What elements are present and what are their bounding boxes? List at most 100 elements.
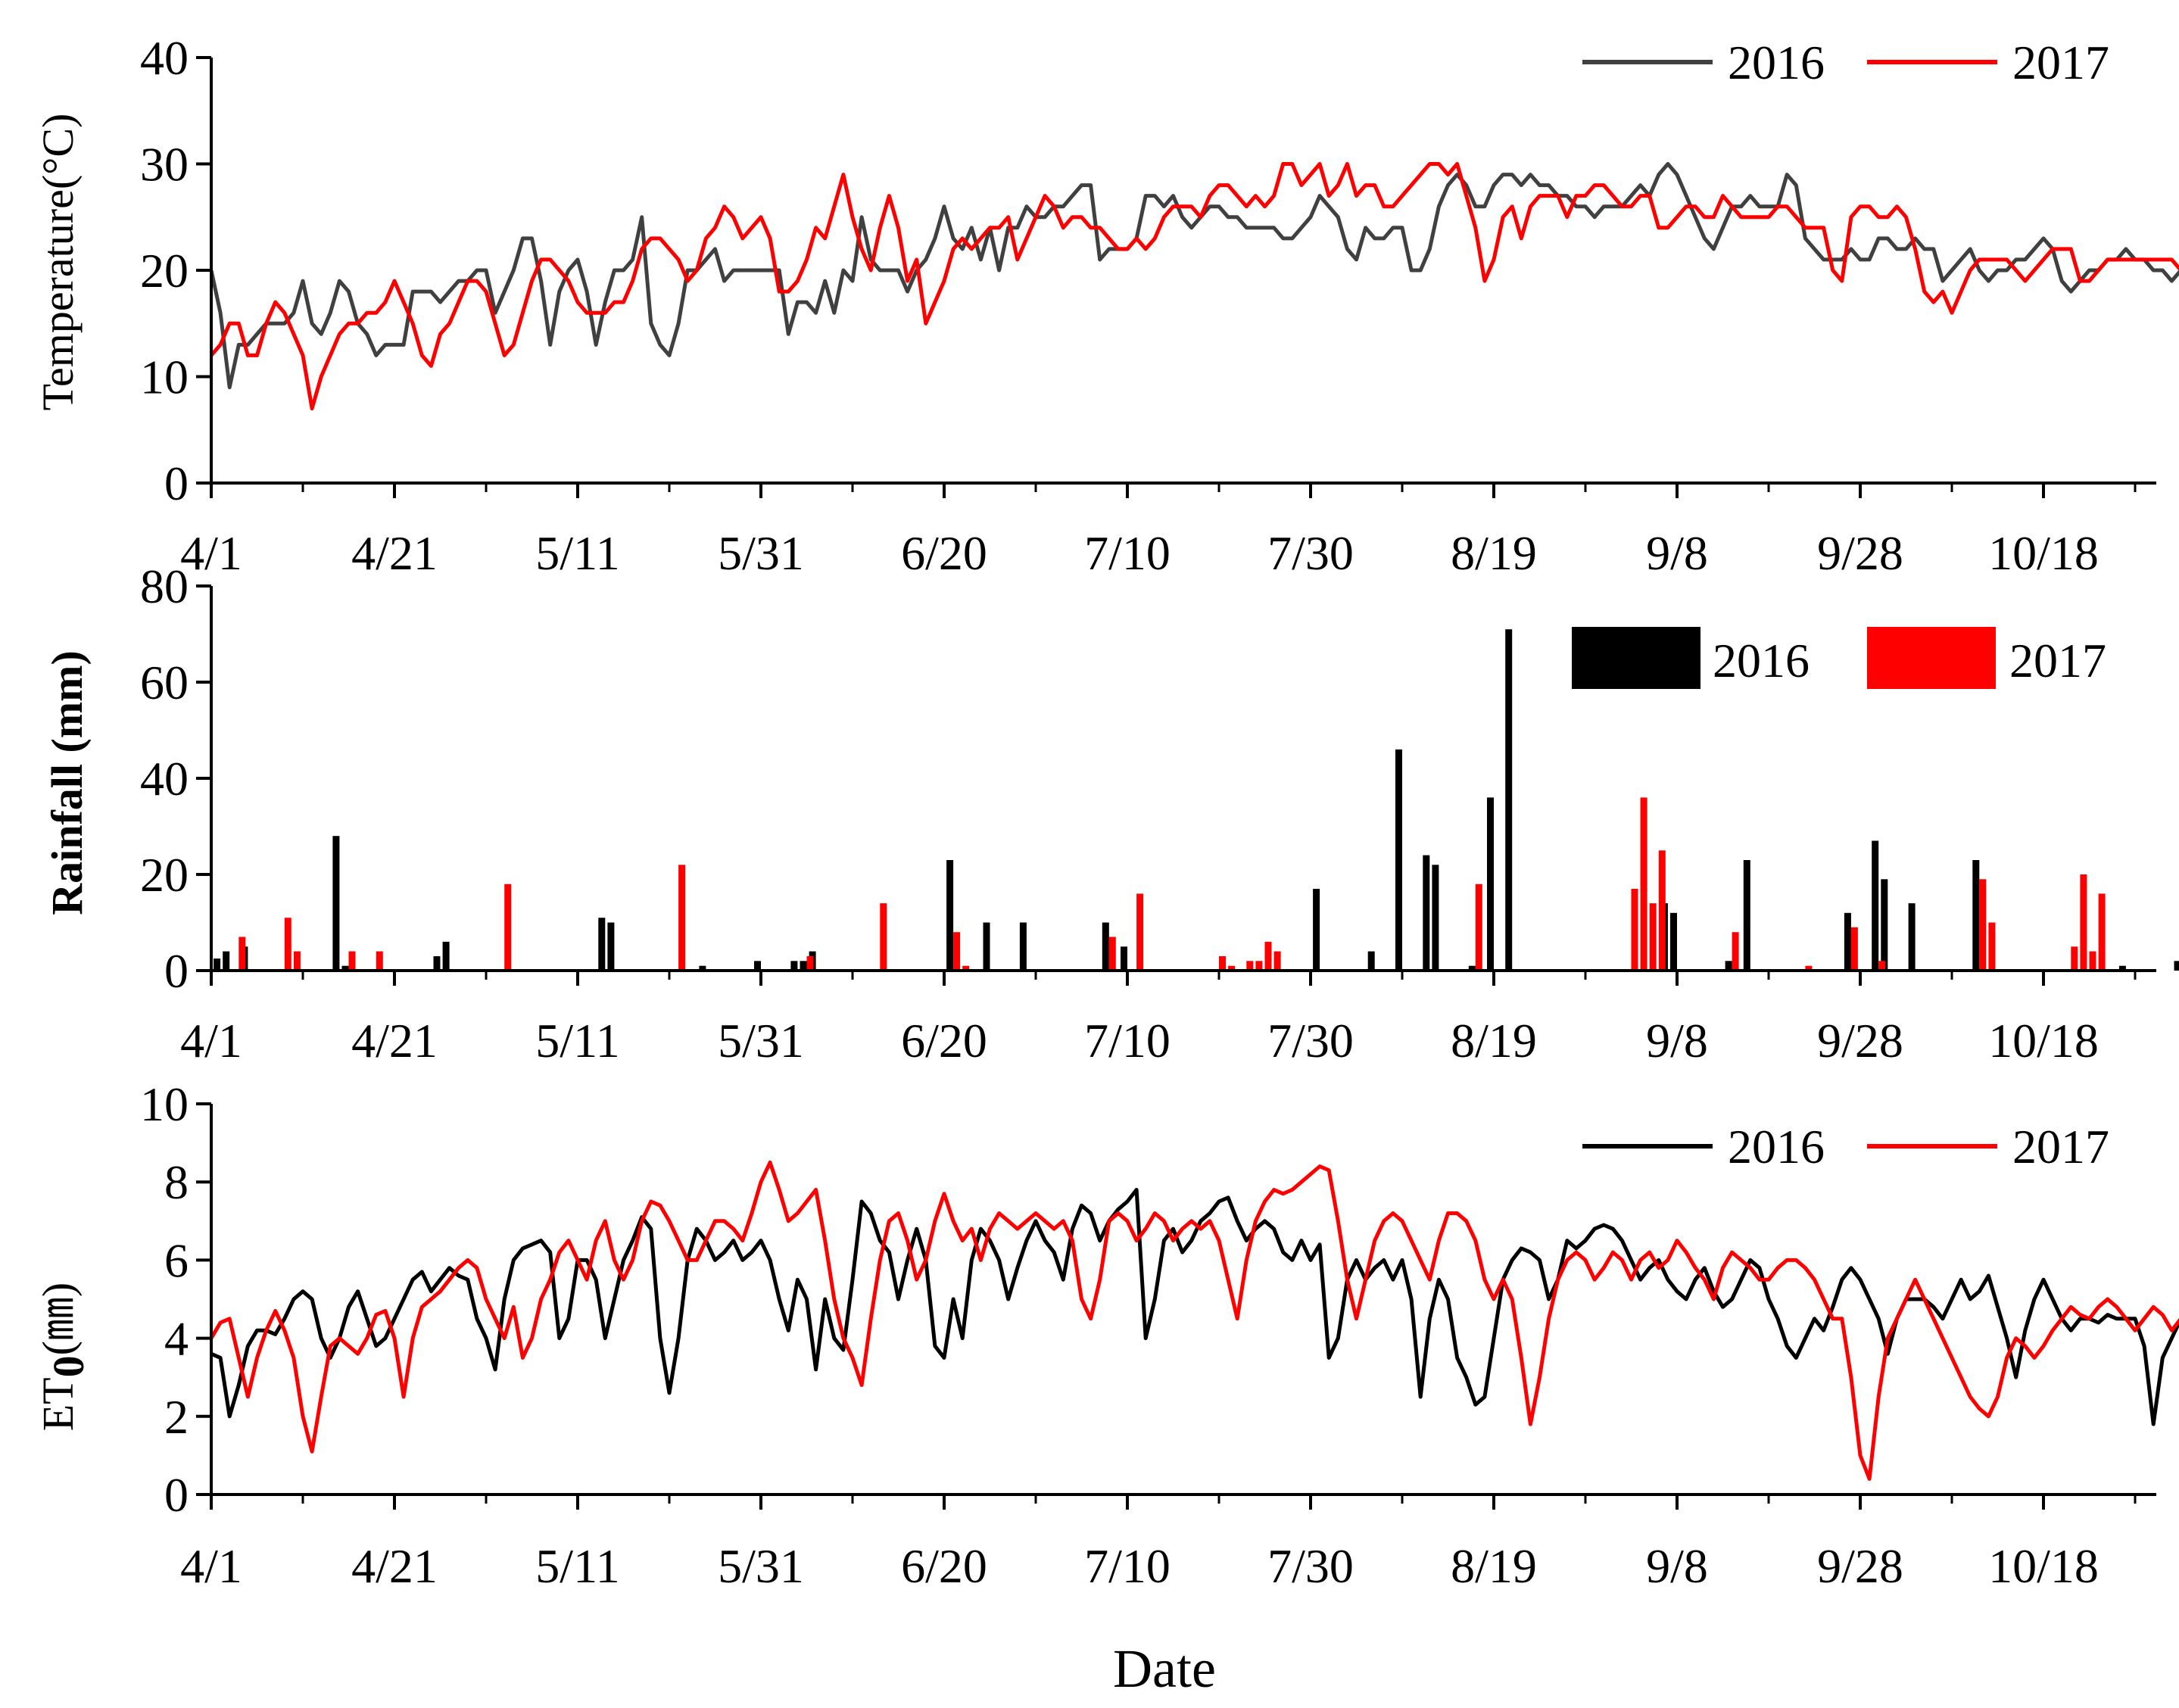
- et0-x-tick-label: 8/19: [1451, 1539, 1537, 1593]
- rainfall-bar-2017: [1878, 961, 1886, 971]
- rainfall-bar-2016: [341, 965, 349, 971]
- legend-2017-et-label: 2017: [2012, 1120, 2109, 1173]
- rainfall-bar-2017: [2098, 893, 2106, 971]
- rainfall-bar-2017: [1658, 850, 1666, 971]
- rainfall-panel: 0 20 40 60 80 4/1 4/21 5/11 5/31 6/20 7/10 7/30 8/19…: [42, 559, 2179, 1068]
- rainfall-bar-2017: [1850, 927, 1858, 971]
- et0-x-tick-label: 9/28: [1817, 1539, 1903, 1593]
- temperature-x-tick-label: 8/19: [1451, 526, 1537, 580]
- rainfall-bar-2016: [214, 958, 221, 971]
- rainfall-bar-2016: [800, 961, 807, 971]
- rainfall-x-tick-label: 10/18: [1988, 1014, 2099, 1068]
- et0-series: [209, 1160, 2179, 1481]
- rainfall-x-tick-label: 7/30: [1267, 1014, 1354, 1068]
- et0-x-tick-label: 5/31: [718, 1539, 804, 1593]
- temperature-x-tick-label: 6/20: [901, 526, 987, 580]
- rainfall-bar-2016: [442, 941, 450, 971]
- rainfall-bar-2016: [1019, 922, 1027, 971]
- rainfall-bar-2016: [1121, 946, 1127, 971]
- rainfall-bar-2017: [1219, 956, 1226, 971]
- rainfall-bar-2017: [1475, 884, 1482, 971]
- rainfall-x-tick-label: 9/28: [1817, 1014, 1903, 1068]
- rainfall-bar-2017: [238, 937, 246, 971]
- legend-2016-et-label: 2016: [1728, 1120, 1825, 1173]
- rainfall-bar-2017: [1136, 893, 1144, 971]
- et0-x-tick-label: 7/30: [1267, 1539, 1354, 1593]
- rainfall-bar-2017: [293, 951, 301, 971]
- rainfall-x-tick-label: 6/20: [901, 1014, 987, 1068]
- et0-line-2017: [209, 1160, 2179, 1481]
- rainfall-series: [214, 629, 2179, 971]
- temperature-series: [209, 162, 2179, 411]
- rainfall-bar-2017: [2071, 946, 2078, 971]
- rainfall-bar-2017: [1273, 951, 1281, 971]
- temperature-x-tick-label: 7/10: [1084, 526, 1171, 580]
- rainfall-bar-2017: [880, 903, 887, 971]
- legend-2016-bar-swatch: [1572, 627, 1700, 689]
- temperature-x-tick-label: 4/21: [351, 526, 438, 580]
- rainfall-bar-2017: [962, 965, 970, 971]
- rainfall-bar-2016: [598, 918, 606, 971]
- legend-2016-bar-label: 2016: [1713, 634, 1810, 687]
- rainfall-bar-2016: [607, 922, 615, 971]
- temperature-line-2017: [210, 162, 2179, 411]
- et0-x-tick-label: 6/20: [901, 1539, 987, 1593]
- rainfall-x-tick-label: 7/10: [1084, 1014, 1171, 1068]
- et0-x-tick-label: 4/1: [180, 1539, 242, 1593]
- rainfall-bar-2016: [223, 951, 230, 971]
- rainfall-bar-2016: [1872, 840, 1879, 971]
- rainfall-bar-2017: [1640, 797, 1647, 971]
- rainfall-bar-2016: [1367, 951, 1375, 971]
- rainfall-bar-2017: [1264, 941, 1272, 971]
- rainfall-bar-2016: [1432, 865, 1439, 971]
- rainfall-bar-2017: [284, 918, 291, 971]
- temperature-y-tick-label: 30: [140, 138, 189, 192]
- legend-2017-bar-label: 2017: [2009, 634, 2106, 687]
- rainfall-y-tick-label: 20: [140, 848, 189, 902]
- temperature-y-tick-label: 0: [164, 457, 189, 510]
- rainfall-bar-2016: [946, 860, 954, 971]
- et0-y-tick-label: 0: [164, 1468, 189, 1522]
- rainfall-ylabel: Rainfall (mm): [42, 650, 92, 915]
- temperature-line-2016: [209, 162, 2179, 390]
- rainfall-bar-2017: [1255, 961, 1263, 971]
- et0-y-tick-label: 6: [164, 1233, 189, 1287]
- et0-ylabel-sub: 0: [44, 1355, 93, 1377]
- rainfall-legend: 2016 2017: [1572, 627, 2106, 689]
- rainfall-x-tick-label: 8/19: [1451, 1014, 1537, 1068]
- rainfall-bar-2017: [376, 951, 383, 971]
- rainfall-bar-2016: [1881, 879, 1888, 971]
- rainfall-bar-2016: [1844, 912, 1851, 971]
- temperature-y-tick-label: 10: [140, 351, 189, 404]
- et0-x-tick-label: 9/8: [1646, 1539, 1708, 1593]
- legend-2017-label: 2017: [2012, 36, 2109, 89]
- rainfall-bar-2016: [1102, 922, 1109, 971]
- rainfall-bar-2017: [348, 951, 356, 971]
- rainfall-bar-2017: [678, 865, 686, 971]
- legend-2017-bar-swatch: [1867, 627, 1996, 689]
- rainfall-bar-2017: [1805, 965, 1813, 971]
- et0-x-tick-label: 10/18: [1988, 1539, 2099, 1593]
- temperature-y-tick-label: 40: [140, 31, 189, 85]
- temperature-x-tick-label: 10/18: [1988, 526, 2099, 580]
- rainfall-bar-2016: [1395, 749, 1402, 971]
- rainfall-bar-2016: [1505, 629, 1513, 971]
- rainfall-bar-2017: [504, 884, 512, 971]
- temperature-x-tick-label: 9/28: [1817, 526, 1903, 580]
- rainfall-x-tick-label: 9/8: [1646, 1014, 1708, 1068]
- rainfall-bar-2017: [1108, 937, 1116, 971]
- rainfall-y-tick-label: 60: [140, 656, 189, 709]
- temperature-x-tick-label: 5/11: [535, 526, 619, 580]
- et0-legend: 2016 2017: [1582, 1120, 2109, 1173]
- rainfall-bar-2016: [754, 961, 761, 971]
- rainfall-bar-2016: [1487, 797, 1494, 971]
- et0-y-tick-label: 8: [164, 1155, 189, 1209]
- rainfall-bar-2016: [1468, 965, 1476, 971]
- rainfall-bar-2016: [1908, 903, 1916, 971]
- rainfall-y-tick-label: 40: [140, 752, 189, 806]
- rainfall-bar-2016: [1423, 855, 1430, 971]
- et0-ylabel-main: ET: [33, 1377, 83, 1431]
- rainfall-bar-2017: [1732, 932, 1739, 971]
- rainfall-bar-2016: [699, 965, 706, 971]
